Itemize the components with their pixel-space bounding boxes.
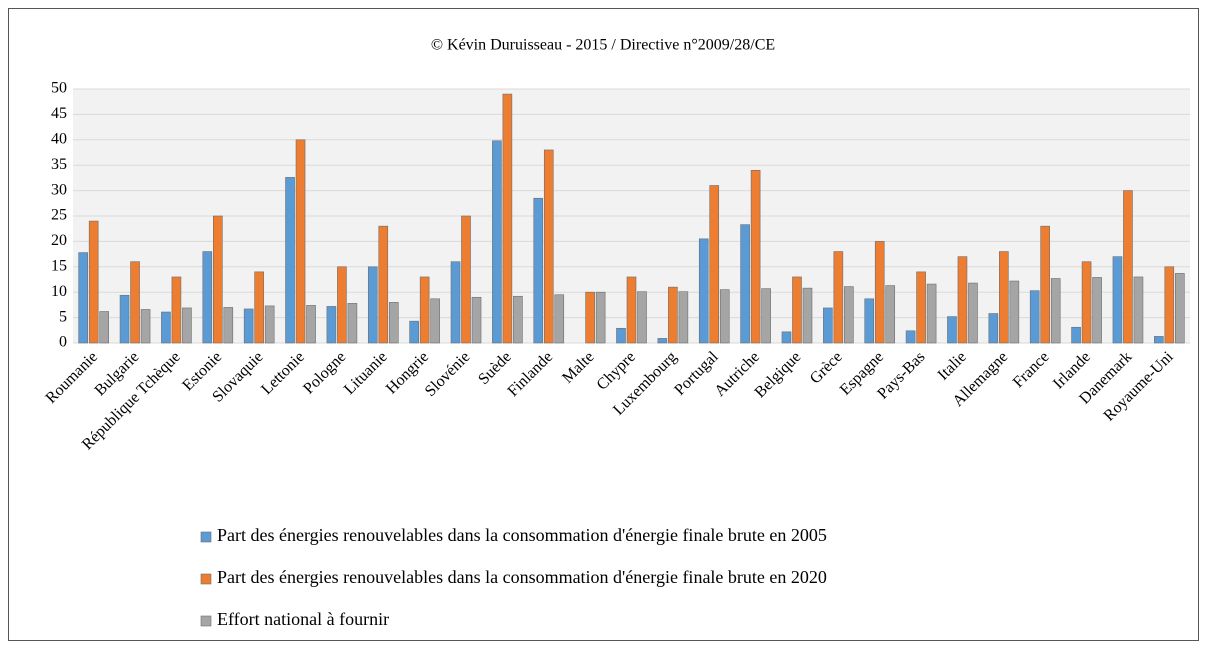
bar — [1029, 290, 1040, 344]
bar — [140, 309, 151, 344]
bar — [781, 331, 792, 344]
bar — [657, 338, 668, 344]
legend-swatch — [200, 615, 212, 627]
bar — [885, 285, 896, 344]
bar — [543, 149, 554, 344]
bar — [554, 294, 565, 344]
y-tick-label: 10 — [51, 283, 67, 300]
bar — [326, 306, 337, 344]
bar — [668, 286, 678, 344]
bar — [626, 276, 637, 344]
bar — [295, 139, 306, 344]
bar — [1092, 277, 1102, 344]
bar — [926, 283, 937, 344]
bar — [916, 271, 926, 344]
bar — [419, 276, 430, 344]
bar — [78, 252, 88, 344]
bar — [471, 296, 482, 344]
bar — [1040, 225, 1051, 344]
legend-label: Part des énergies renouvelables dans la … — [217, 567, 827, 587]
bar — [119, 294, 130, 344]
bar — [306, 305, 316, 344]
bar — [988, 313, 999, 344]
bar — [88, 220, 99, 344]
bar — [999, 251, 1009, 344]
bar — [1071, 326, 1081, 344]
y-tick-label: 45 — [51, 105, 67, 122]
y-tick-label: 35 — [51, 156, 67, 173]
bar — [1081, 261, 1092, 344]
bar — [161, 311, 171, 344]
bar — [637, 291, 647, 344]
bar — [430, 298, 440, 344]
bar — [450, 261, 461, 344]
bar — [502, 93, 513, 344]
bar — [595, 291, 606, 344]
y-tick-label: 30 — [51, 181, 67, 198]
bar — [202, 251, 213, 344]
bar — [99, 311, 109, 344]
y-tick-label: 40 — [51, 130, 67, 147]
bar — [1112, 256, 1123, 344]
bar — [874, 241, 885, 344]
bar — [347, 303, 358, 344]
bar — [182, 307, 192, 344]
bar — [492, 140, 502, 344]
bar — [1175, 273, 1185, 344]
bar — [264, 305, 275, 344]
bar — [1154, 336, 1164, 344]
bar — [285, 177, 295, 344]
bar — [792, 276, 802, 344]
bar — [709, 185, 720, 344]
bar — [212, 215, 223, 344]
legend-label: Part des énergies renouvelables dans la … — [217, 525, 827, 545]
bar — [1009, 280, 1020, 344]
y-tick-label: 20 — [51, 232, 67, 249]
bar — [243, 308, 254, 344]
bar — [905, 330, 916, 344]
bar — [585, 291, 595, 344]
bar — [864, 298, 875, 344]
bar — [367, 266, 378, 344]
bar — [1164, 266, 1175, 344]
bar — [678, 291, 689, 344]
bar — [513, 295, 523, 344]
bar — [823, 307, 833, 344]
bar — [409, 320, 419, 344]
bar — [740, 224, 750, 344]
bar — [844, 286, 854, 344]
y-tick-label: 50 — [51, 80, 67, 97]
y-tick-label: 0 — [59, 334, 67, 351]
bar — [957, 256, 968, 344]
bar — [761, 288, 771, 344]
bar — [378, 225, 389, 344]
bar — [388, 302, 399, 344]
bar — [130, 261, 140, 344]
bar — [833, 251, 844, 344]
bar — [461, 215, 471, 344]
bar — [1050, 278, 1061, 344]
bar — [1123, 190, 1133, 344]
bar — [968, 282, 978, 344]
bar — [223, 307, 234, 344]
bar — [1133, 276, 1144, 344]
legend-label: Effort national à fournir — [217, 609, 389, 629]
legend-swatch — [200, 573, 212, 585]
bar — [698, 238, 709, 344]
bar — [337, 266, 347, 344]
bar — [254, 271, 264, 344]
bar — [947, 316, 957, 344]
chart-title: © Kévin Duruisseau - 2015 / Directive n°… — [431, 37, 775, 54]
bar — [533, 197, 544, 344]
y-tick-label: 15 — [51, 257, 67, 274]
y-tick-label: 5 — [59, 308, 67, 325]
bar — [616, 327, 626, 344]
y-tick-label: 25 — [51, 207, 67, 224]
bar — [750, 169, 761, 344]
bar — [171, 276, 182, 344]
legend-swatch — [200, 531, 212, 543]
bar — [802, 287, 813, 344]
bar — [719, 289, 730, 344]
